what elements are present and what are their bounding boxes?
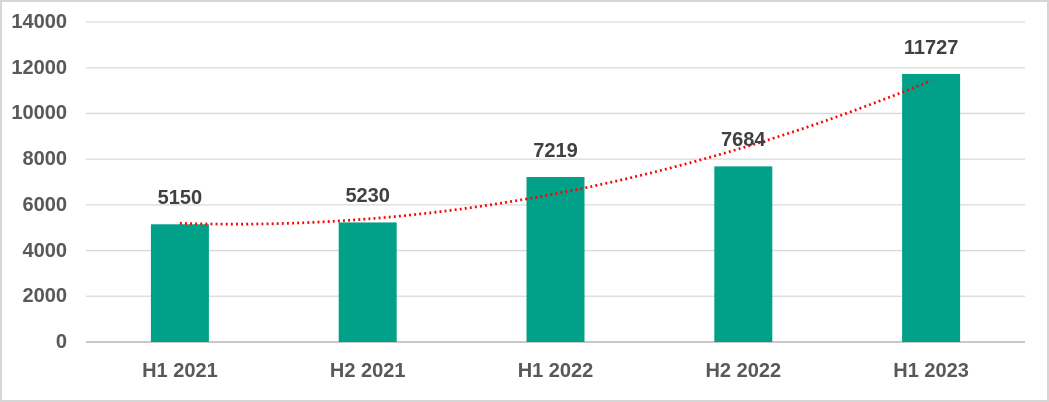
trendline-dotted	[179, 79, 932, 226]
y-axis-tick-label: 8000	[22, 148, 68, 171]
y-axis-tick-label: 6000	[22, 193, 68, 216]
bar-H2 2022	[714, 166, 773, 342]
bar-H1 2021	[150, 224, 209, 342]
bar-H2 2021	[338, 222, 397, 342]
y-axis-tick-label: 12000	[11, 56, 67, 79]
bar-data-label: 7219	[533, 139, 578, 162]
bar-data-label: 5230	[345, 185, 390, 208]
x-axis-category-label: H1 2022	[517, 360, 594, 382]
bar-H1 2022	[526, 176, 585, 342]
x-axis-category-label: H2 2021	[329, 360, 406, 382]
bar-data-label: 11727	[903, 36, 959, 59]
y-axis-tick-label: 2000	[22, 285, 68, 308]
y-axis-tick-label: 0	[55, 331, 67, 353]
bar-data-label: 7684	[721, 129, 766, 152]
x-axis-category-label: H1 2023	[893, 360, 969, 382]
bar-data-label: 5150	[157, 187, 203, 210]
x-axis-category-label: H1 2021	[142, 360, 218, 382]
x-axis-category-label: H2 2022	[705, 360, 782, 382]
bar-H1 2023	[902, 73, 961, 342]
y-axis-tick-label: 4000	[22, 239, 68, 262]
y-axis-tick-label: 10000	[11, 102, 67, 125]
y-axis-tick-label: 14000	[11, 11, 67, 33]
